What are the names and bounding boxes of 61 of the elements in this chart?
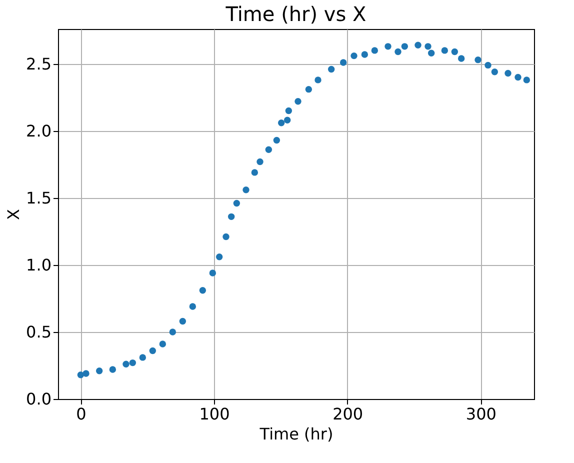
point (361, 51, 368, 58)
point (285, 107, 292, 114)
x-tick-label: 100 (199, 404, 230, 424)
point (514, 74, 522, 81)
point (122, 360, 130, 368)
x-tick-label: 300 (466, 404, 496, 424)
point (384, 43, 392, 50)
x-tick-label: 200 (332, 404, 364, 424)
point (458, 55, 465, 62)
point (179, 318, 186, 325)
point (273, 136, 280, 144)
point (209, 270, 216, 276)
point (82, 370, 90, 377)
point (284, 116, 291, 124)
y-tick-label: 0.0 (26, 390, 52, 408)
y-tick-label: 1.0 (26, 255, 52, 274)
point (228, 213, 235, 220)
y-tick-label: 0.5 (26, 322, 52, 342)
x-tick-label: 0 (76, 404, 86, 424)
point (199, 287, 206, 294)
point (484, 62, 492, 69)
point (189, 303, 196, 310)
point (129, 359, 136, 366)
point (159, 340, 166, 348)
point (278, 119, 285, 126)
y-tick-label: 2.5 (26, 54, 52, 74)
point (451, 48, 458, 56)
point (474, 56, 482, 64)
point (328, 66, 335, 73)
point (242, 186, 250, 194)
point (340, 59, 347, 66)
point (139, 354, 146, 361)
point (401, 43, 408, 50)
y-tick-label: 2.0 (26, 121, 52, 140)
x-axis-title: Time (hr) (258, 424, 334, 444)
point (491, 68, 498, 76)
point (350, 52, 358, 60)
point (256, 158, 264, 166)
point (149, 347, 156, 354)
point (294, 98, 302, 105)
point (265, 146, 272, 153)
point (109, 366, 116, 373)
point (428, 50, 435, 56)
point (96, 368, 103, 374)
point (414, 42, 422, 48)
point (305, 86, 312, 93)
point (394, 48, 402, 56)
point (314, 76, 322, 84)
point (216, 254, 223, 260)
point (504, 70, 512, 77)
point (169, 328, 176, 336)
point (441, 47, 448, 54)
point (251, 169, 258, 176)
y-axis-title: X (4, 208, 24, 220)
chart-title: Time (hr) vs X (224, 2, 367, 26)
point (233, 200, 240, 207)
point (523, 76, 530, 84)
y-tick-label: 1.5 (26, 188, 52, 208)
point (424, 43, 432, 50)
point (222, 233, 230, 240)
point (371, 47, 378, 54)
